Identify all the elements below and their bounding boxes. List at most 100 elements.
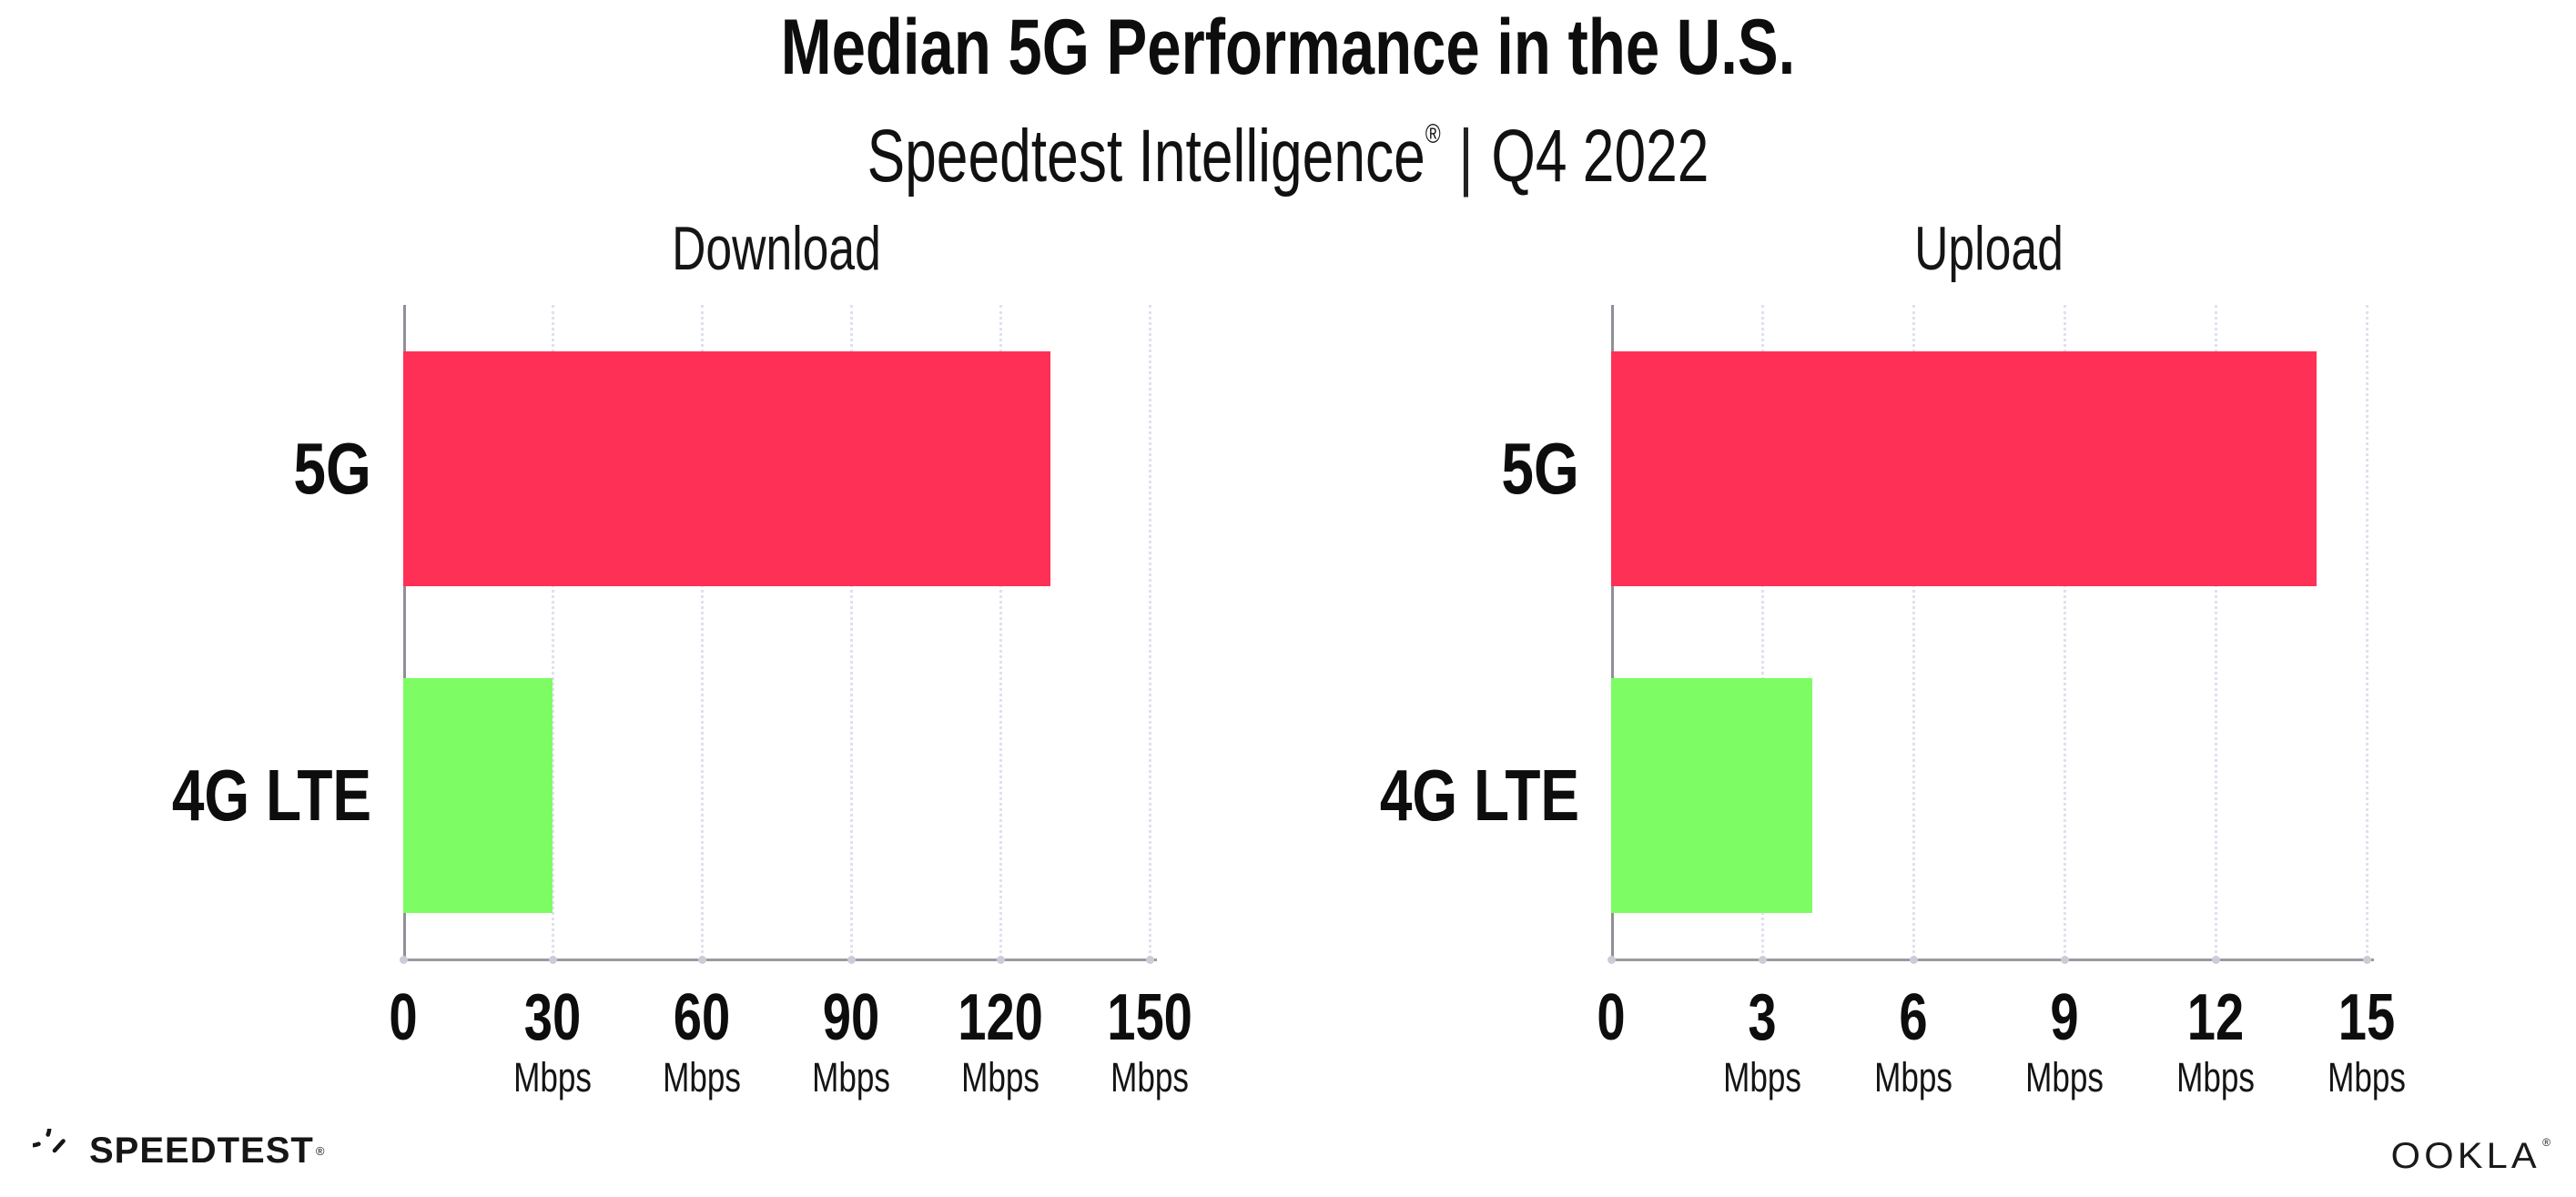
axis-tick-6 (1910, 956, 1918, 964)
category-label-4g-lte: 4G LTE (1279, 632, 1579, 959)
tick-label-0: 0 (1511, 982, 1711, 1053)
tick-value-text: 9 (2050, 981, 2079, 1054)
tick-value: 15 (2267, 982, 2467, 1053)
x-axis (403, 959, 1157, 961)
tick-label-90: 90 Mbps (751, 982, 951, 1101)
tick-value-text: 60 (673, 981, 731, 1054)
bar-5g (403, 350, 1050, 586)
axis-tick-120 (997, 956, 1005, 964)
tick-unit-text: Mbps (2025, 1054, 2104, 1101)
axis-tick-3 (1759, 956, 1767, 964)
tick-unit: Mbps (1964, 1055, 2165, 1101)
tick-unit: Mbps (1813, 1055, 2013, 1101)
axis-tick-0 (400, 956, 408, 964)
tick-unit-text: Mbps (961, 1054, 1040, 1101)
tick-value-text: 150 (1107, 981, 1192, 1054)
axis-tick-12 (2212, 956, 2220, 964)
tick-label-12: 12 Mbps (2115, 982, 2316, 1101)
axis-tick-150 (1146, 956, 1154, 964)
tick-unit: Mbps (900, 1055, 1100, 1101)
y-axis (403, 305, 406, 959)
tick-value-text: 6 (1899, 981, 1928, 1054)
x-axis (1611, 959, 2374, 961)
tick-unit-text: Mbps (2176, 1054, 2255, 1101)
tick-unit: Mbps (751, 1055, 951, 1101)
speedtest-gauge-icon (33, 1129, 66, 1153)
tick-unit-text: Mbps (663, 1054, 741, 1101)
tick-unit-text: Mbps (2328, 1054, 2406, 1101)
bar-5g (1611, 350, 2317, 586)
bar-4g-lte (403, 677, 553, 913)
gridline-9 (2064, 305, 2066, 959)
tick-unit: Mbps (1050, 1055, 1250, 1101)
tick-value-text: 90 (822, 981, 880, 1054)
category-label-text: 5G (1501, 427, 1579, 509)
tick-value-text: 0 (1597, 981, 1626, 1054)
tick-unit-text: Mbps (513, 1054, 592, 1101)
bar-4g-lte (1611, 677, 1813, 913)
tick-label-60: 60 Mbps (602, 982, 802, 1101)
tick-label-120: 120 Mbps (900, 982, 1100, 1101)
chart-title-download: Download (672, 214, 881, 283)
category-label-text: 4G LTE (171, 754, 371, 836)
tick-label-0: 0 (303, 982, 503, 1053)
gridline-15 (2366, 305, 2368, 959)
subtitle-separator: | (1458, 115, 1474, 198)
axis-tick-30 (549, 956, 557, 964)
tick-value: 9 (1964, 982, 2165, 1053)
gridline-3 (1761, 305, 1764, 959)
axis-tick-15 (2363, 956, 2371, 964)
tick-value: 150 (1050, 982, 1250, 1053)
tick-value-text: 12 (2186, 981, 2245, 1054)
y-axis (1611, 305, 1614, 959)
tick-value: 60 (602, 982, 802, 1053)
axis-tick-60 (698, 956, 706, 964)
tick-label-9: 9 Mbps (1964, 982, 2165, 1101)
gridline-90 (850, 305, 853, 959)
axis-tick-9 (2061, 956, 2069, 964)
tick-value-text: 30 (523, 981, 582, 1054)
tick-value: 0 (1511, 982, 1711, 1053)
tick-label-30: 30 Mbps (452, 982, 653, 1101)
tick-value: 120 (900, 982, 1100, 1053)
tick-value-text: 3 (1748, 981, 1777, 1054)
category-label-text: 5G (293, 427, 371, 509)
category-label-text: 4G LTE (1379, 754, 1579, 836)
tick-unit: Mbps (1662, 1055, 1862, 1101)
chart-title-upload: Upload (1914, 214, 2064, 283)
gridline-120 (999, 305, 1002, 959)
category-label-4g-lte: 4G LTE (71, 632, 371, 959)
tick-unit-text: Mbps (812, 1054, 890, 1101)
page-title: Median 5G Performance in the U.S. (780, 4, 1796, 91)
tick-unit-text: Mbps (1874, 1054, 1952, 1101)
tick-unit: Mbps (602, 1055, 802, 1101)
ookla-logo-text: OOKLA (2390, 1136, 2541, 1176)
ookla-logo: OOKLA ® (2391, 1136, 2551, 1177)
speedtest-trademark: ® (315, 1143, 325, 1158)
tick-value-text: 120 (958, 981, 1043, 1054)
tick-value-text: 0 (389, 981, 418, 1054)
tick-value-text: 15 (2338, 981, 2396, 1054)
tick-value: 30 (452, 982, 653, 1053)
tick-unit-text: Mbps (1723, 1054, 1801, 1101)
tick-label-3: 3 Mbps (1662, 982, 1862, 1101)
tick-unit-text: Mbps (1111, 1054, 1189, 1101)
tick-unit: Mbps (452, 1055, 653, 1101)
gridline-150 (1149, 305, 1151, 959)
tick-value: 3 (1662, 982, 1862, 1053)
subtitle-brand: Speedtest Intelligence (867, 115, 1425, 198)
tick-label-6: 6 Mbps (1813, 982, 2013, 1101)
axis-tick-90 (847, 956, 856, 964)
tick-value: 90 (751, 982, 951, 1053)
gridline-12 (2215, 305, 2217, 959)
registered-mark: ® (1425, 119, 1441, 149)
tick-label-15: 15 Mbps (2267, 982, 2467, 1101)
gridline-60 (701, 305, 704, 959)
category-label-5g: 5G (1279, 305, 1579, 632)
ookla-trademark: ® (2542, 1136, 2551, 1149)
tick-value: 0 (303, 982, 503, 1053)
tick-label-150: 150 Mbps (1050, 982, 1250, 1101)
tick-value: 6 (1813, 982, 2013, 1053)
axis-tick-0 (1607, 956, 1616, 964)
